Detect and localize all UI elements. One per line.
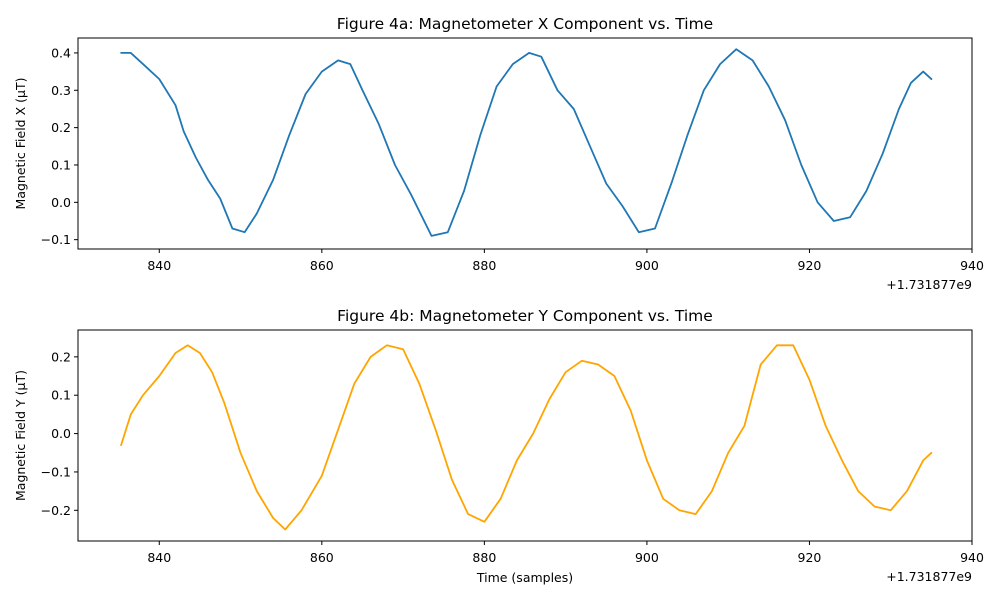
y-tick-label-y: −0.2 bbox=[41, 503, 71, 518]
x-tick-label-y: 900 bbox=[635, 550, 659, 565]
x-offset-label-y: +1.731877e9 bbox=[886, 569, 972, 584]
x-axis-label-y: Time (samples) bbox=[476, 570, 573, 585]
y-tick-label-y: 0.1 bbox=[51, 388, 71, 403]
y-tick-label-y: 0.2 bbox=[51, 349, 71, 364]
x-tick-label-y: 940 bbox=[960, 550, 984, 565]
chart-title-y: Figure 4b: Magnetometer Y Component vs. … bbox=[337, 307, 713, 325]
x-tick-label-y: 920 bbox=[798, 550, 822, 565]
axes-frame-x bbox=[77, 37, 973, 250]
x-axis-ticks-y: 840 860 880 900 920 940 bbox=[147, 541, 984, 565]
x-tick-label-x: 840 bbox=[147, 258, 171, 273]
y-tick-label-x: 0.0 bbox=[51, 195, 71, 210]
y-tick-label-x: 0.4 bbox=[51, 45, 71, 60]
x-tick-label-y: 880 bbox=[472, 550, 496, 565]
x-tick-label-y: 840 bbox=[147, 550, 171, 565]
y-tick-label-x: 0.1 bbox=[51, 157, 71, 172]
x-tick-label-x: 900 bbox=[635, 258, 659, 273]
plot-area-x bbox=[120, 48, 933, 237]
y-tick-label-y: 0.0 bbox=[51, 426, 71, 441]
x-offset-label-x: +1.731877e9 bbox=[886, 277, 972, 292]
chart-title-x: Figure 4a: Magnetometer X Component vs. … bbox=[337, 15, 713, 33]
series-line-y bbox=[120, 344, 933, 531]
x-tick-label-x: 940 bbox=[960, 258, 984, 273]
chart-panel-x: Figure 4a: Magnetometer X Component vs. … bbox=[13, 15, 984, 292]
x-tick-label-y: 860 bbox=[310, 550, 334, 565]
y-tick-label-x: 0.3 bbox=[51, 83, 71, 98]
x-axis-ticks-x: 840 860 880 900 920 940 bbox=[147, 249, 984, 273]
y-axis-ticks-y: −0.2 −0.1 0.0 0.1 0.2 bbox=[41, 349, 78, 518]
x-tick-label-x: 860 bbox=[310, 258, 334, 273]
series-line-x bbox=[120, 48, 933, 237]
x-tick-label-x: 880 bbox=[472, 258, 496, 273]
y-axis-ticks-x: −0.1 0.0 0.1 0.2 0.3 0.4 bbox=[41, 45, 78, 247]
y-axis-label-x: Magnetic Field X (μT) bbox=[13, 78, 28, 210]
y-tick-label-y: −0.1 bbox=[41, 464, 71, 479]
y-tick-label-x: −0.1 bbox=[41, 232, 71, 247]
chart-panel-y: Figure 4b: Magnetometer Y Component vs. … bbox=[13, 307, 984, 585]
plot-area-y bbox=[120, 344, 933, 531]
y-tick-label-x: 0.2 bbox=[51, 120, 71, 135]
y-axis-label-y: Magnetic Field Y (μT) bbox=[13, 370, 28, 501]
x-tick-label-x: 920 bbox=[798, 258, 822, 273]
axes-frame-y bbox=[77, 329, 973, 542]
